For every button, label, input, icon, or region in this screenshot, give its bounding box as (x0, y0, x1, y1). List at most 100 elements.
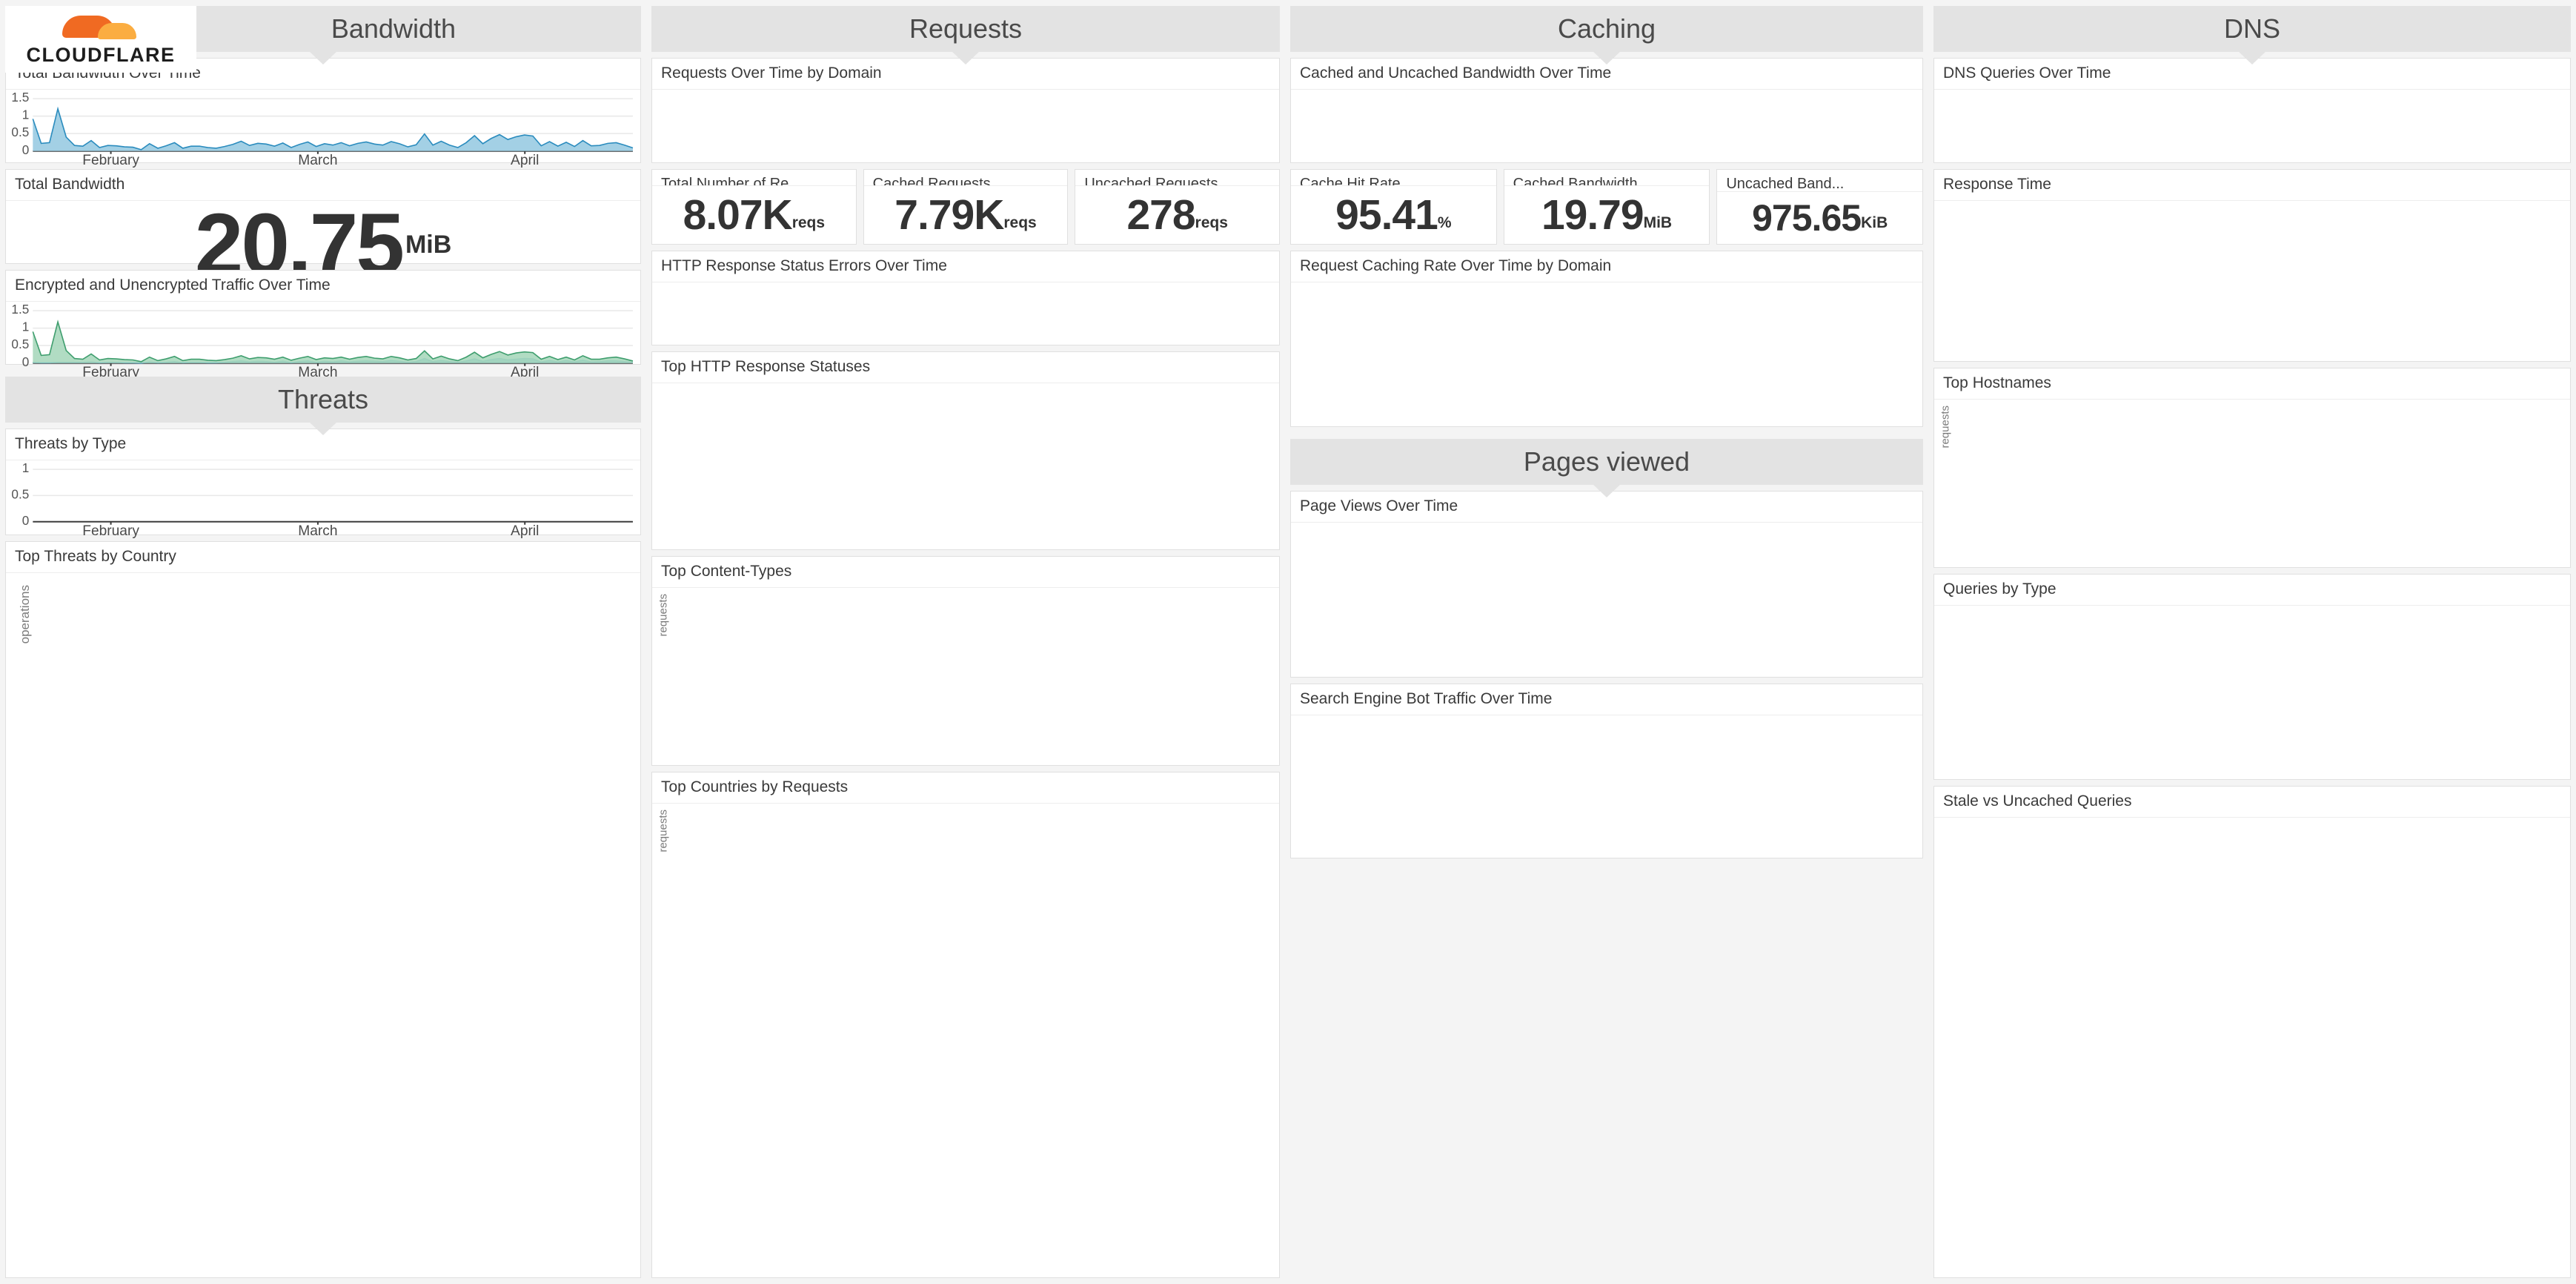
chart-bot-traffic[interactable] (1292, 718, 1918, 855)
brand-name: CLOUDFLARE (26, 43, 176, 66)
stat-value: 7.79K (894, 191, 1004, 239)
chart-page-views[interactable] (1292, 526, 1918, 674)
barlist-rows (670, 388, 1273, 391)
panel-title: Response Time (1934, 170, 2570, 201)
barlist-rows (1952, 404, 2564, 450)
section-header-threats: Threats (5, 377, 641, 423)
barlist-top-hostnames: requests (1939, 403, 2564, 453)
chart-area[interactable] (652, 90, 1279, 170)
barlist-area (652, 383, 1279, 549)
barlist-area: requests (652, 588, 1279, 765)
axis-label-requests: requests (1939, 406, 1952, 449)
chart-threats-by-type[interactable]: 0 0.5 1 February March April (7, 463, 636, 538)
barlist-rows (670, 592, 1273, 638)
chart-area[interactable]: 0 0.5 1 February March April (6, 460, 640, 541)
section-title-threats: Threats (277, 384, 369, 414)
barlist-rows (34, 583, 630, 645)
chart-area[interactable] (1291, 90, 1922, 170)
chart-area[interactable] (1934, 201, 2570, 361)
column-requests: Requests Requests Over Time by Domain To… (646, 0, 1285, 1284)
chart-request-caching-rate[interactable] (1292, 285, 1918, 423)
stat-card-cached-bandwidth: Cached Bandwidth 19.79 MiB (1503, 169, 1710, 245)
chart-queries-by-type[interactable] (1936, 609, 2566, 776)
chart-dns-queries[interactable] (1936, 93, 2566, 168)
svg-text:1: 1 (22, 107, 30, 122)
panel-title: DNS Queries Over Time (1934, 59, 2570, 90)
section-title-requests: Requests (909, 13, 1023, 44)
panel-http-errors: HTTP Response Status Errors Over Time (651, 251, 1280, 345)
stat-card-uncached-requests: Uncached Requests 278 reqs (1075, 169, 1281, 245)
stat-row-requests: Total Number of Re... 8.07K reqs Cached … (651, 169, 1281, 245)
stat-card-total-requests: Total Number of Re... 8.07K reqs (651, 169, 857, 245)
svg-text:0: 0 (22, 513, 30, 528)
chart-encrypted-traffic[interactable]: 0 0.5 1 1.5 February March April (7, 305, 636, 380)
chart-area[interactable] (652, 282, 1279, 363)
stat-value: 278 (1126, 191, 1195, 239)
stat-label: Cached Requests (863, 170, 1068, 186)
panel-threats-by-type: Threats by Type 0 0.5 1 February March April (5, 428, 641, 538)
chart-area[interactable]: 0 0.5 1 1.5 February March April (6, 90, 640, 171)
axis-label-operations: operations (18, 585, 32, 644)
stat-value: 8.07K (683, 191, 793, 239)
chart-area[interactable]: 0 0.5 1 1.5 February March April (6, 302, 640, 383)
chart-area[interactable] (1934, 90, 2570, 171)
barlist-top-countries: requests (657, 807, 1273, 857)
panel-total-bandwidth: Total Bandwidth 20.75 MiB (5, 169, 641, 288)
stat-unit: MiB (405, 230, 452, 259)
panel-title: Request Caching Rate Over Time by Domain (1291, 251, 1922, 282)
chart-requests-over-time[interactable] (654, 93, 1275, 167)
stat-value: 19.79 (1541, 191, 1644, 239)
panel-title: Encrypted and Unencrypted Traffic Over T… (6, 271, 640, 302)
panel-title: Top Countries by Requests (652, 772, 1279, 804)
panel-top-http-statuses: Top HTTP Response Statuses (651, 351, 1280, 550)
chart-area[interactable] (1291, 715, 1922, 858)
svg-text:February: February (82, 365, 139, 380)
chart-stale-vs-uncached[interactable] (1936, 821, 2566, 1274)
section-header-requests: Requests (651, 6, 1280, 52)
panel-cached-uncached-bandwidth: Cached and Uncached Bandwidth Over Time (1290, 58, 1923, 163)
panel-title: Top Content-Types (652, 557, 1279, 588)
stat-label: Total Number of Re... (652, 170, 856, 186)
stat-unit: reqs (1195, 214, 1228, 231)
column-bandwidth-threats: CLOUDFLARE Bandwidth Total Bandwidth Ove… (0, 0, 646, 1284)
svg-text:March: March (298, 153, 337, 168)
column-caching-pages: Caching Cached and Uncached Bandwidth Ov… (1285, 0, 1928, 1284)
stat-value: 975.65 (1752, 197, 1862, 239)
chart-area[interactable] (1291, 523, 1922, 677)
chart-cached-uncached-bw[interactable] (1292, 93, 1918, 167)
axis-label-blank (657, 388, 670, 391)
chart-http-errors[interactable] (654, 285, 1275, 360)
stat-body: 8.07K reqs (652, 186, 856, 244)
stat-body: 7.79K reqs (864, 186, 1068, 244)
section-header-caching: Caching (1290, 6, 1923, 52)
panel-title: Requests Over Time by Domain (652, 59, 1279, 90)
chart-area[interactable] (1934, 818, 2570, 1277)
panel-page-views: Page Views Over Time (1290, 491, 1923, 678)
stat-unit: KiB (1861, 214, 1888, 231)
svg-text:0.5: 0.5 (11, 337, 29, 351)
svg-text:0.5: 0.5 (11, 486, 29, 501)
stat-row-caching: Cache Hit Rate 95.41 % Cached Bandwidth … (1290, 169, 1924, 245)
svg-text:1: 1 (22, 463, 30, 475)
panel-response-time: Response Time (1933, 169, 2571, 362)
chart-total-bandwidth-over-time[interactable]: 0 0.5 1 1.5 February March April (7, 93, 636, 168)
panel-title: Total Bandwidth (6, 170, 640, 201)
chart-area[interactable] (1934, 606, 2570, 779)
panel-queries-by-type: Queries by Type (1933, 574, 2571, 780)
barlist-area: requests (652, 804, 1279, 1277)
panel-requests-over-time: Requests Over Time by Domain (651, 58, 1280, 163)
stat-unit: MiB (1643, 214, 1673, 231)
panel-bot-traffic: Search Engine Bot Traffic Over Time (1290, 684, 1923, 858)
svg-text:March: March (298, 523, 337, 538)
panel-title: Queries by Type (1934, 575, 2570, 606)
svg-text:1.5: 1.5 (11, 305, 29, 317)
stat-body: 975.65 KiB (1717, 192, 1922, 244)
stat-card-cache-hit-rate: Cache Hit Rate 95.41 % (1290, 169, 1497, 245)
panel-top-countries: Top Countries by Requests requests (651, 772, 1280, 1278)
panel-stale-vs-uncached: Stale vs Uncached Queries (1933, 786, 2571, 1278)
chart-response-time[interactable] (1936, 204, 2566, 358)
panel-dns-queries: DNS Queries Over Time (1933, 58, 2571, 163)
section-title-caching: Caching (1557, 13, 1656, 44)
chart-area[interactable] (1291, 282, 1922, 426)
